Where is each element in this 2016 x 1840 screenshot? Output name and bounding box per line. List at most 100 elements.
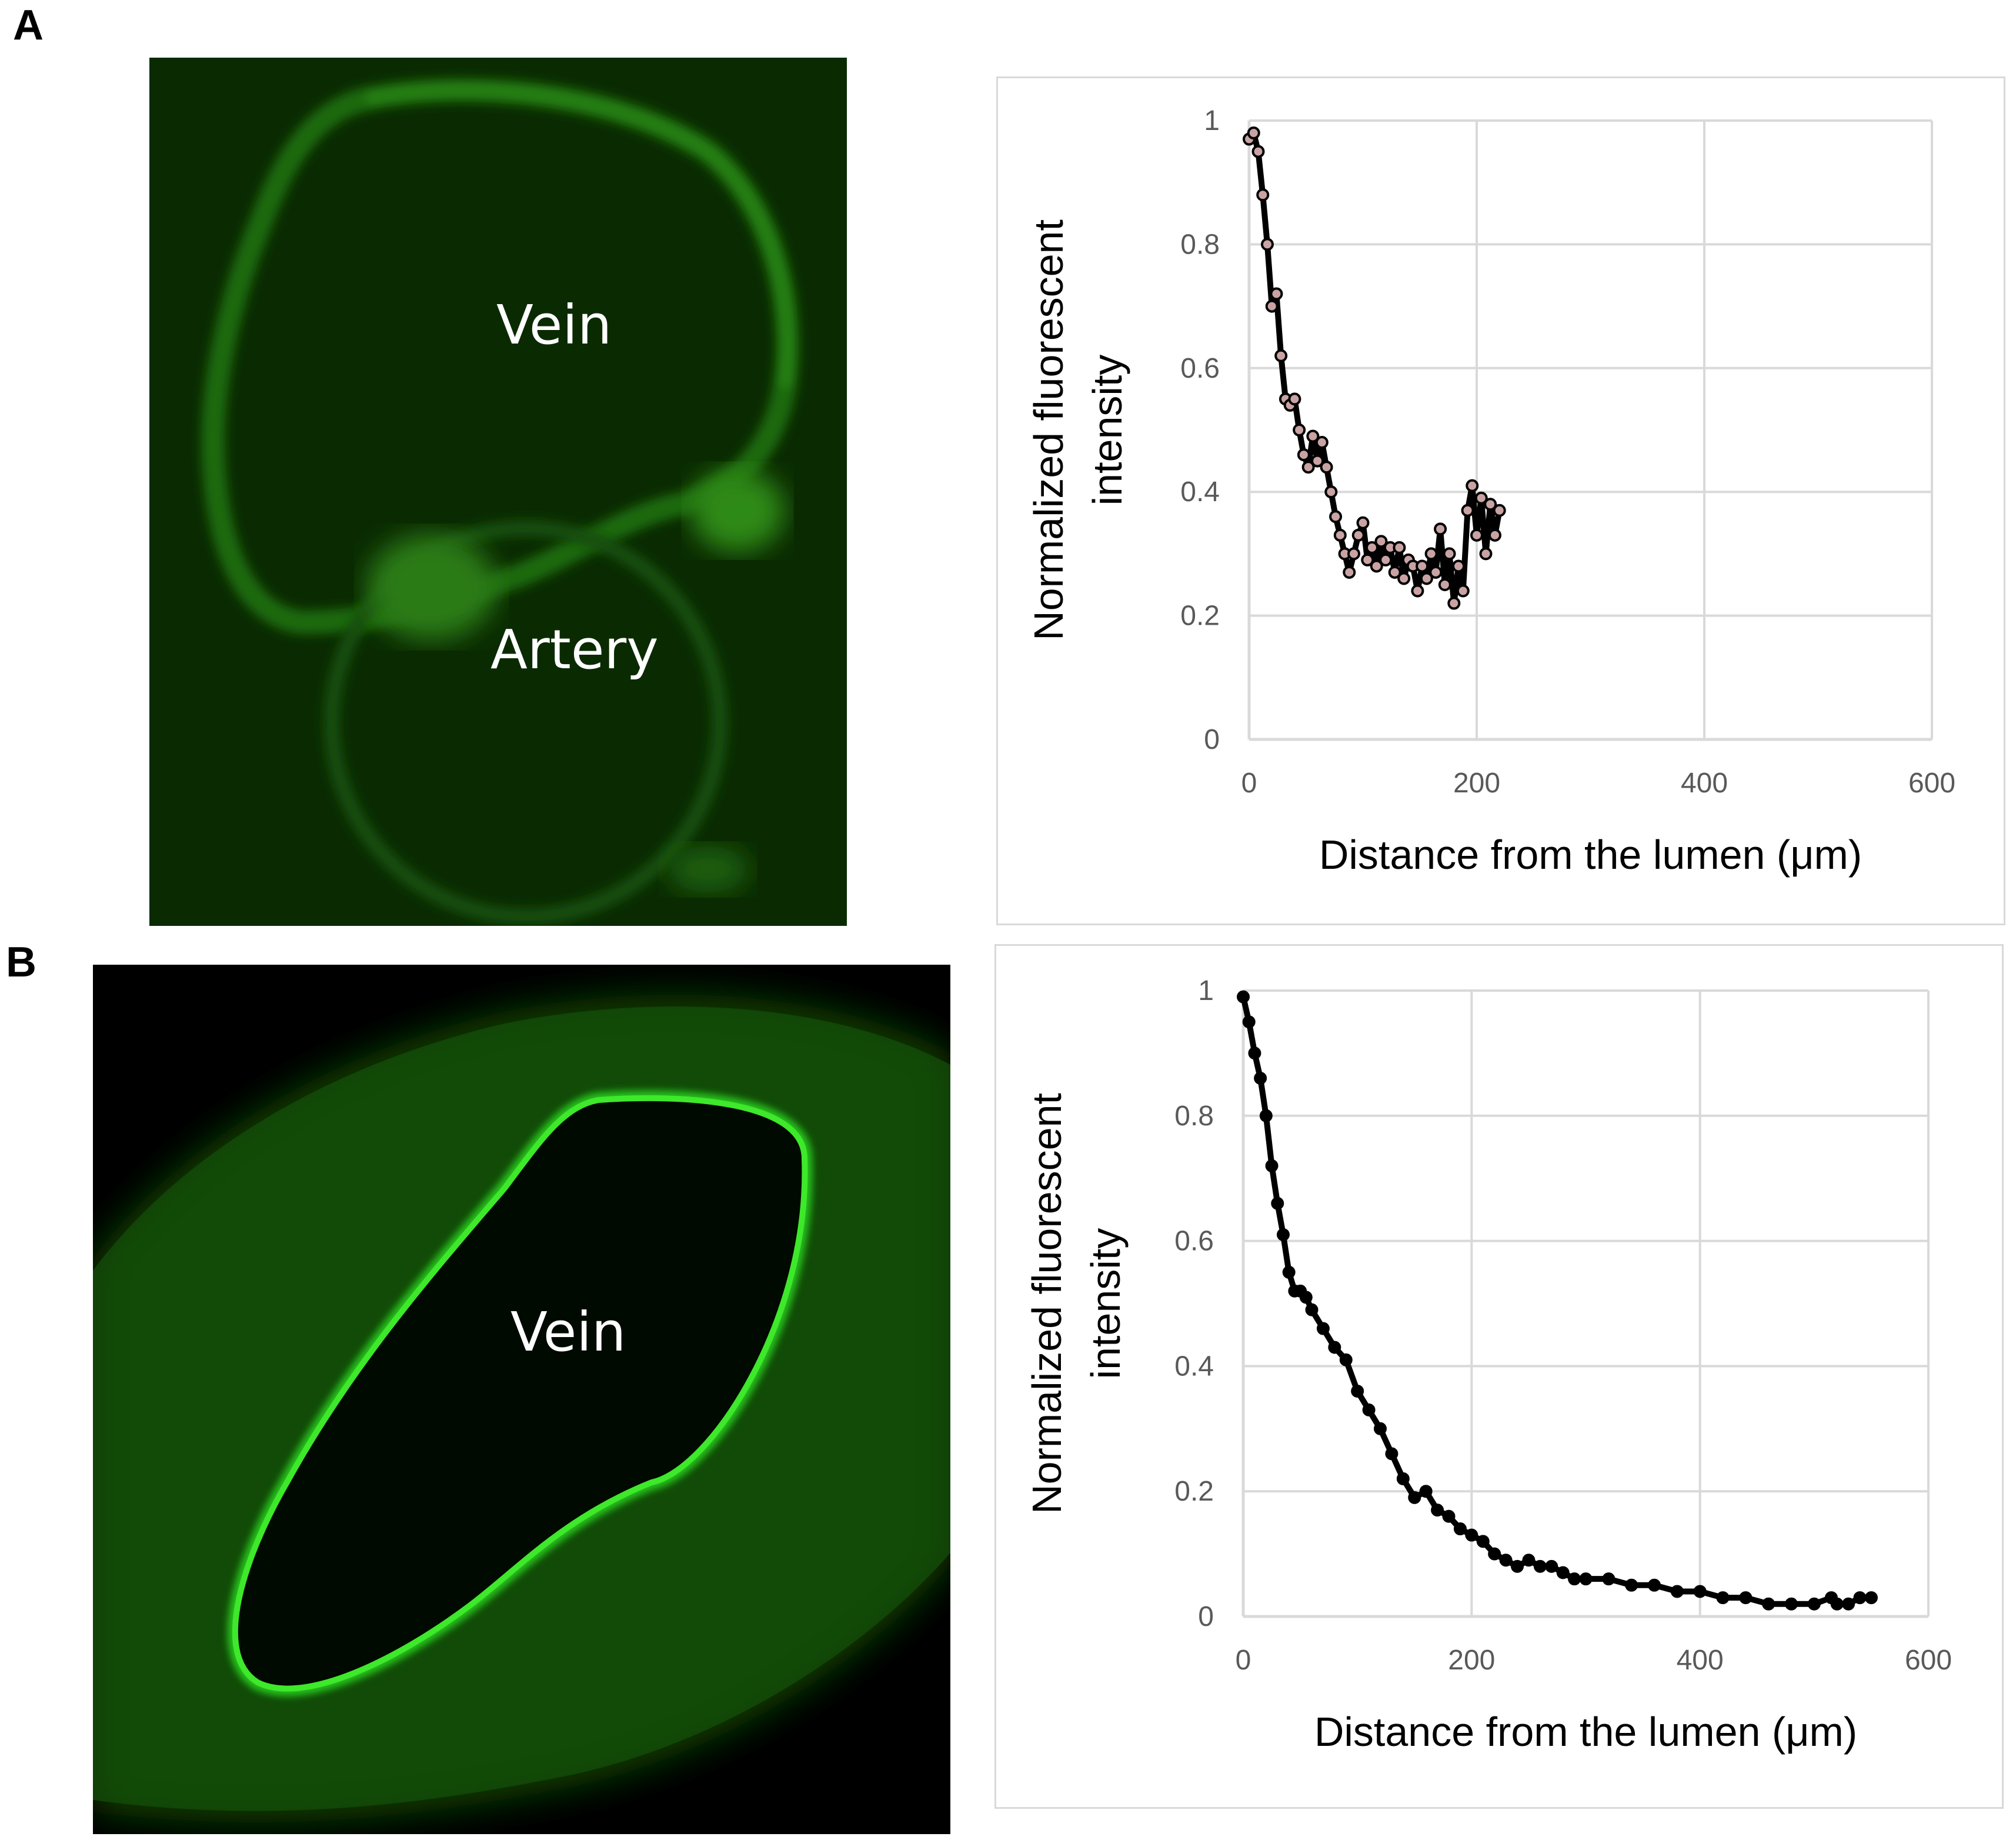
chart-b-y-axis-title-line: Normalized fluorescent [1024,1093,1070,1514]
chart-b-data-point [1271,1196,1284,1210]
chart-a-y-axis-title-line: Normalized fluorescent [1026,219,1072,641]
chart-b-data-point [1842,1597,1855,1611]
chart-a-data-point [1474,491,1488,505]
chart-a-data-point [1452,559,1466,573]
chart-b-x-axis-title: Distance from the lumen (μm) [1314,1709,1857,1755]
chart-b-data-point [1807,1597,1821,1611]
chart-b-data-point [1396,1472,1410,1485]
chart-a-data-point [1356,516,1370,529]
micrograph-b-image: Vein [93,965,950,1834]
chart-a-xtick-label: 600 [1908,768,1955,799]
chart-a-ytick-label: 1 [1204,105,1220,136]
chart-b-data-point [1265,1159,1279,1172]
chart-b-data-point [1374,1422,1387,1435]
chart-b-data-point [1248,1046,1261,1060]
chart-a-data-point [1461,504,1474,517]
micrograph-a-image: Vein Artery [149,58,847,926]
chart-a-xtick-label: 0 [1241,768,1257,799]
chart-b-data-point [1351,1384,1364,1398]
chart-a-ytick-label: 0 [1204,724,1220,755]
chart-a-data-point [1429,565,1443,579]
chart-a-data-point [1270,287,1283,301]
chart-a-data-point [1466,479,1479,492]
chart-b-data-point [1242,1015,1256,1029]
chart-a-data-point [1265,299,1279,313]
chart-a-data-point [1438,578,1451,591]
chart-a-data-point [1293,424,1306,436]
chart-a-data-point [1370,559,1383,573]
chart-a-data-point [1251,145,1265,158]
chart-a-data-point [1361,553,1374,566]
chart-b-data-point [1419,1485,1433,1498]
chart-b-ytick-label: 0.6 [1174,1226,1214,1257]
chart-a-data-point [1260,238,1274,251]
chart-a-data-point [1315,436,1329,449]
micrograph-b: Vein [93,965,950,1834]
chart-b-frame: 0 0.2 0.4 0.6 0.8 1 0 200 400 600 Distance from th… [994,944,2004,1809]
chart-a-data-point [1416,559,1429,573]
chart-b-data-point [1237,990,1250,1004]
chart-b-ytick-label: 0.2 [1174,1476,1214,1507]
chart-a-data-point [1247,126,1260,140]
micrograph-a-label-vein: Vein [496,294,612,356]
chart-a-data-point [1256,188,1270,202]
chart-b-data-point [1511,1559,1524,1573]
chart-a-data-point [1311,454,1324,468]
chart-b-data-point [1328,1341,1341,1354]
chart-a-data-point [1424,547,1438,561]
chart-a-data-point [1274,349,1288,362]
micrograph-a: Vein Artery [149,58,847,926]
chart-b-data-point [1533,1559,1547,1573]
chart-a-data-point [1351,528,1365,542]
chart-b-data-point [1453,1522,1467,1536]
chart-a-xtick-label: 400 [1681,768,1728,799]
chart-a-ytick-label: 0.8 [1180,229,1220,260]
chart-b-data-point [1579,1572,1593,1586]
chart-a-data-point [1447,596,1461,610]
chart-b-data-point [1305,1303,1319,1316]
micrograph-a-label-artery: Artery [490,618,659,681]
chart-b-data-point [1864,1591,1878,1605]
chart-a-data-point [1411,584,1424,598]
chart-b-data-point [1431,1504,1444,1517]
chart-b-data-point [1648,1578,1661,1592]
panel-letter-b: B [6,939,36,986]
chart-a-data-point [1374,535,1388,548]
chart-b-ytick-label: 0.4 [1174,1351,1214,1382]
chart-a-ytick-label: 0.2 [1180,601,1220,632]
chart-a-data-point [1456,584,1470,598]
chart-a-ytick-label: 0.6 [1180,353,1220,384]
chart-b-data-point [1716,1591,1730,1605]
chart-b-data-point [1362,1403,1376,1416]
chart-b-data-point [1693,1585,1707,1598]
chart-a-data-point [1393,541,1406,554]
chart-b: 0 0.2 0.4 0.6 0.8 1 0 200 400 600 Distance from th… [1024,975,1952,1755]
chart-b-data-point [1442,1509,1456,1523]
chart-a: 0 0.2 0.4 0.6 0.8 1 0 200 400 600 Distance from th… [1026,105,1955,878]
chart-b-ytick-label: 1 [1198,975,1214,1006]
chart-a-data-point [1397,572,1411,585]
chart-b-xtick-label: 400 [1677,1645,1724,1676]
chart-b-data-point [1488,1547,1501,1561]
chart-a-frame: 0 0.2 0.4 0.6 0.8 1 0 200 400 600 Distance from th… [996,76,2005,925]
chart-a-data-point [1388,565,1401,579]
chart-a-xtick-label: 200 [1453,768,1500,799]
chart-b-data-point [1785,1597,1798,1611]
chart-b-data-point [1545,1559,1558,1573]
chart-b-data-point [1739,1591,1753,1605]
chart-b-data-point [1602,1572,1616,1586]
chart-b-xtick-label: 0 [1236,1645,1251,1676]
chart-a-data-point [1479,547,1493,561]
chart-a-data-point [1306,429,1320,443]
chart-b-xtick-label: 200 [1448,1645,1495,1676]
chart-a-y-axis-title-line: intensity [1084,355,1130,506]
chart-b-data-point [1762,1597,1775,1611]
chart-b-data-point [1465,1528,1478,1542]
chart-b-data-point [1522,1554,1536,1567]
chart-b-data-point [1476,1535,1490,1548]
chart-b-data-point [1385,1447,1398,1461]
chart-b-data-point [1282,1265,1296,1279]
chart-a-data-point [1488,528,1501,542]
chart-b-data-point [1568,1572,1581,1586]
chart-b-data-point [1259,1109,1273,1122]
